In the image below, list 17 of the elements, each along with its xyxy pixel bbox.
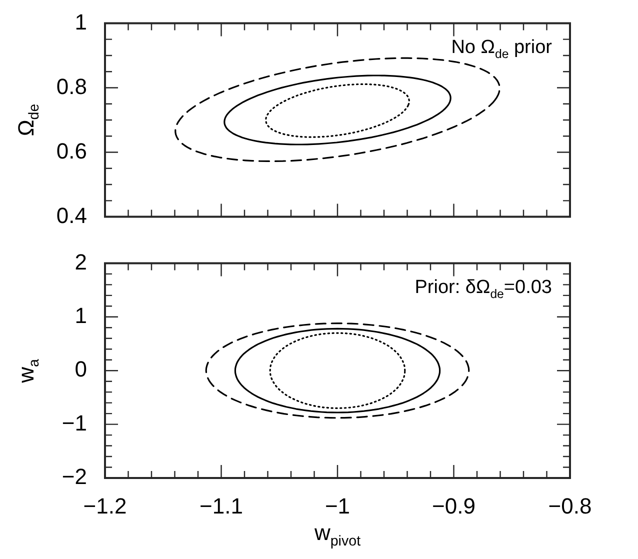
y-tick-label: 1 [74,9,87,34]
y-tick-label: 0.6 [56,138,87,164]
x-tick-label: −0.8 [548,493,592,518]
annotation: No Ω$_{de}$ prior [451,37,552,62]
x-tick-label: −1 [324,493,350,518]
y-tick-label: 0 [74,356,87,382]
x-tick-label: −1.2 [83,493,127,518]
y-tick-label: −1 [62,410,87,436]
y-tick-label: 2 [74,249,87,274]
x-tick-label: −1.1 [200,493,243,518]
y-tick-label: −2 [62,464,87,490]
y-tick-label: 1 [74,302,87,328]
annotation: Prior: δΩ$_{de}$=0.03 [414,277,552,302]
y-tick-label: 0.4 [56,202,87,228]
y-tick-label: 0.8 [56,74,87,99]
x-axis-title: w$_{pivot}$ [314,520,361,550]
x-tick-label: −0.9 [432,493,476,518]
